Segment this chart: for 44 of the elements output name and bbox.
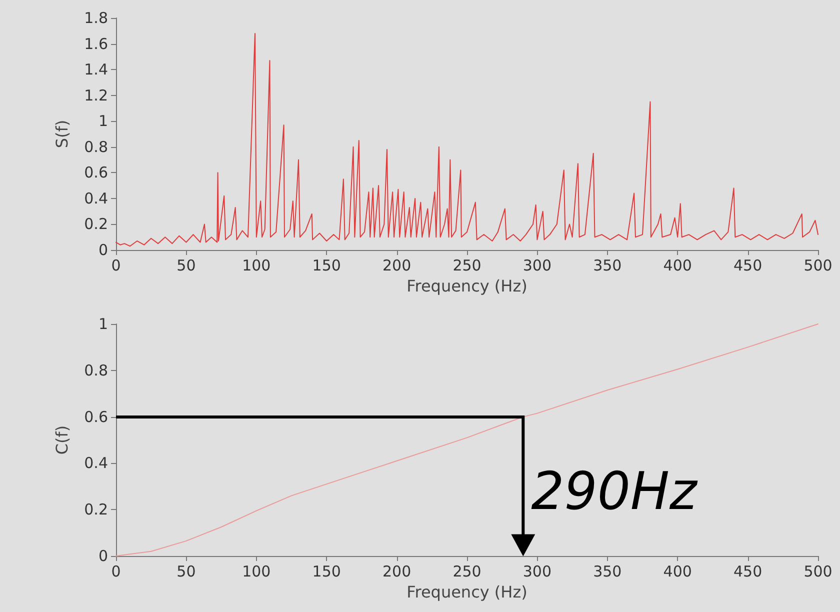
x-tick-label: 100 [242, 562, 271, 580]
x-tick-label: 200 [382, 256, 412, 274]
x-tick-label: 150 [312, 256, 341, 274]
x-tick-label: 300 [522, 256, 552, 274]
y-axis-title: S(f) [52, 120, 72, 148]
y-tick-label: 0.6 [84, 408, 108, 426]
x-tick-label: 150 [312, 562, 341, 580]
x-tick-label: 350 [593, 256, 622, 274]
annotation: 290Hz [531, 462, 699, 522]
y-tick-label: 0.2 [84, 215, 108, 234]
y-tick-label: 1.2 [84, 86, 108, 104]
y-tick-label: 1.6 [84, 34, 108, 53]
x-tick-label: 500 [804, 256, 832, 274]
x-tick-label: 400 [663, 562, 692, 580]
x-tick-label: 350 [593, 562, 622, 580]
x-tick-label: 450 [733, 256, 762, 274]
y-tick-label: 1 [98, 112, 108, 130]
x-tick-label: 500 [804, 562, 832, 580]
y-tick-label: 1 [98, 315, 108, 333]
x-tick-label: 200 [382, 562, 412, 580]
x-tick-label: 0 [111, 562, 121, 580]
x-axis-title: Frequency (Hz) [406, 276, 528, 296]
y-tick-label: 0.8 [84, 138, 108, 156]
y-tick-label: 0.6 [84, 164, 108, 182]
y-tick-label: 0 [98, 241, 108, 259]
x-tick-label: 250 [452, 562, 482, 580]
x-tick-label: 50 [176, 562, 196, 580]
x-tick-label: 250 [452, 256, 482, 274]
x-tick-label: 100 [242, 256, 271, 274]
y-tick-label: 0.4 [84, 454, 108, 472]
x-tick-label: 400 [663, 256, 692, 274]
y-tick-label: 0.8 [84, 361, 108, 380]
y-tick-label: 1.4 [84, 60, 108, 79]
y-axis-title: C(f) [52, 425, 72, 455]
x-tick-label: 450 [733, 562, 762, 580]
x-tick-label: 300 [522, 562, 552, 580]
x-tick-label: 50 [176, 256, 196, 274]
y-tick-label: 1.8 [84, 9, 108, 27]
line-series [116, 32, 818, 247]
y-tick-label: 0.2 [84, 500, 108, 519]
y-tick-label: 0 [98, 547, 108, 565]
y-tick-label: 0.4 [84, 189, 108, 208]
x-tick-label: 0 [111, 256, 121, 274]
x-axis-title: Frequency (Hz) [406, 582, 528, 602]
